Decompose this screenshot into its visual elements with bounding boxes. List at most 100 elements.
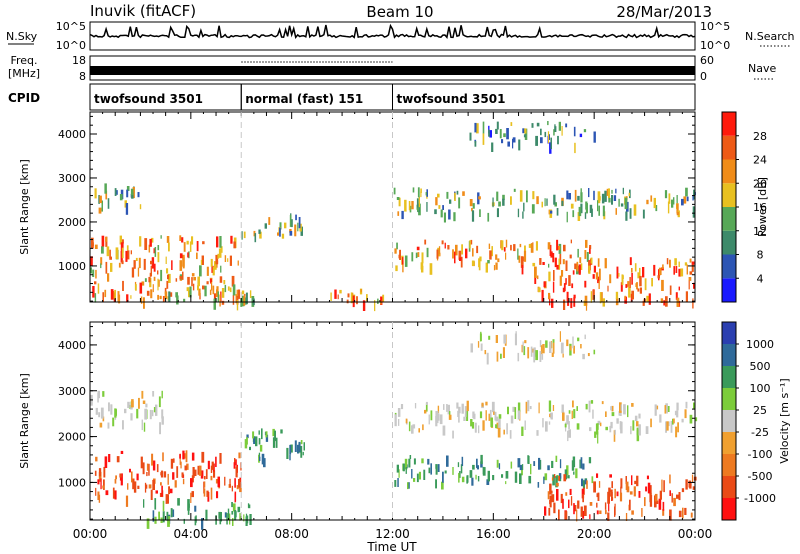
echo-cell: [179, 453, 181, 465]
echo-cell: [144, 408, 147, 420]
echo-cell: [428, 414, 430, 425]
echo-cell: [248, 504, 251, 509]
echo-cell: [231, 275, 235, 287]
echo-cell: [579, 133, 583, 138]
echo-cell: [102, 292, 104, 303]
echo-cell: [584, 334, 586, 340]
echo-cell: [554, 124, 556, 132]
echo-cell: [563, 474, 567, 482]
echo-cell: [506, 423, 508, 435]
echo-cell: [544, 198, 546, 207]
echo-cell: [153, 276, 156, 281]
echo-cell: [645, 486, 648, 492]
y-tick-label: 2000: [58, 431, 86, 444]
echo-cell: [183, 242, 186, 252]
colorbar-tick-label: 24: [753, 154, 767, 167]
echo-cell: [127, 250, 130, 260]
echo-cell: [133, 260, 136, 269]
echo-cell: [152, 479, 155, 490]
echo-cell: [546, 198, 548, 206]
echo-cell: [237, 506, 241, 513]
echo-cell: [599, 292, 602, 304]
echo-cell: [584, 212, 587, 219]
echo-cell: [95, 456, 98, 462]
echo-cell: [633, 486, 636, 497]
echo-cell: [418, 428, 420, 433]
echo-cell: [453, 212, 456, 222]
echo-cell: [583, 505, 587, 516]
echo-cell: [430, 463, 432, 475]
echo-cell: [97, 491, 100, 500]
echo-cell: [437, 193, 440, 198]
y-tick-label: 3000: [58, 385, 86, 398]
echo-region: [393, 187, 696, 223]
echo-cell: [480, 343, 483, 351]
echo-cell: [458, 472, 460, 483]
echo-cell: [676, 494, 679, 499]
echo-cell: [517, 208, 520, 218]
echo-cell: [474, 122, 477, 133]
echo-cell: [138, 397, 140, 409]
echo-cell: [596, 473, 599, 478]
echo-cell: [498, 463, 501, 470]
freq-panel: Freq. [MHz] 18 8 60 0 Nave: [8, 54, 777, 83]
echo-cell: [398, 254, 401, 259]
echo-cell: [554, 257, 557, 268]
echo-cell: [94, 188, 97, 199]
echo-cell: [211, 461, 214, 470]
echo-cell: [577, 248, 579, 258]
echo-cell: [466, 410, 469, 421]
echo-cell: [130, 295, 132, 299]
echo-cell: [259, 231, 262, 239]
nave-tick-bottom: 0: [700, 70, 707, 83]
noise-sky-trace: [89, 23, 696, 39]
echo-cell: [101, 235, 105, 247]
echo-cell: [666, 421, 669, 431]
echo-cell: [488, 243, 491, 249]
echo-cell: [515, 331, 517, 341]
echo-cell: [562, 498, 564, 509]
colorbar-tick-label: 1000: [746, 338, 774, 351]
echo-cell: [476, 458, 478, 468]
colorbar-segment: [722, 454, 736, 476]
echo-cell: [396, 242, 398, 250]
echo-cell: [575, 468, 578, 479]
echo-cell: [658, 267, 662, 275]
echo-cell: [130, 250, 132, 255]
echo-cell: [127, 401, 130, 408]
echo-cell: [577, 337, 580, 342]
echo-region: [532, 257, 695, 311]
echo-cell: [105, 261, 108, 274]
echo-cell: [413, 478, 416, 482]
echo-cell: [423, 469, 426, 480]
echo-cell: [235, 459, 237, 466]
echo-cell: [536, 430, 539, 436]
echo-cell: [258, 430, 260, 435]
velocity-ylabel: Slant Range [km]: [18, 373, 31, 469]
x-tick-label: 00:00: [73, 527, 108, 541]
echo-cell: [573, 505, 577, 512]
echo-cell: [192, 283, 195, 291]
echo-cell: [500, 240, 503, 249]
echo-cell: [549, 295, 551, 306]
echo-cell: [217, 291, 219, 302]
echo-cell: [91, 237, 94, 249]
echo-cell: [518, 255, 521, 263]
echo-cell: [146, 290, 150, 296]
echo-cell: [485, 410, 487, 421]
echo-cell: [179, 253, 183, 259]
echo-cell: [642, 267, 645, 278]
velocity-echoes: [90, 331, 698, 530]
echo-cell: [559, 253, 562, 265]
echo-cell: [194, 469, 197, 476]
echo-cell: [692, 486, 695, 490]
echo-cell: [501, 240, 504, 251]
echo-cell: [148, 463, 150, 476]
echo-cell: [646, 295, 649, 303]
echo-cell: [116, 190, 118, 195]
echo-cell: [510, 196, 512, 205]
echo-cell: [582, 510, 585, 519]
echo-cell: [142, 462, 145, 475]
echo-cell: [158, 511, 160, 521]
echo-cell: [552, 474, 555, 486]
